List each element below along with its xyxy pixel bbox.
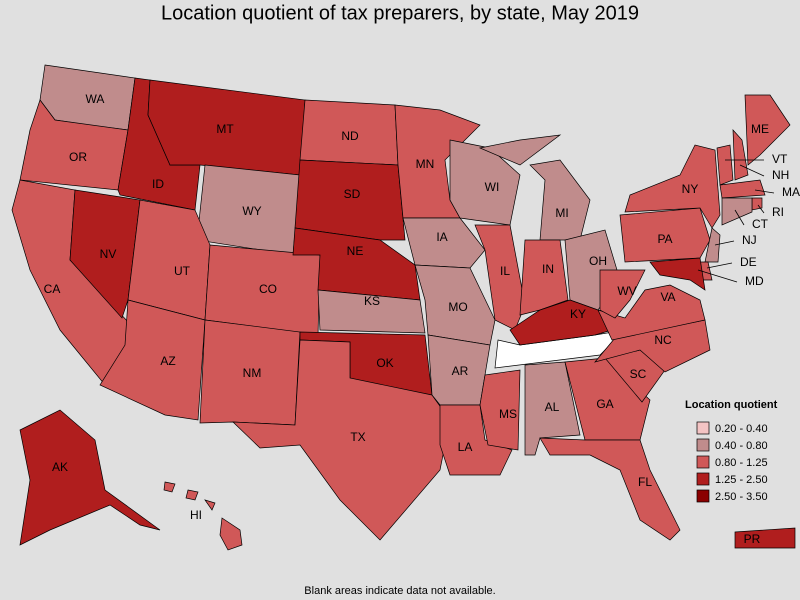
state-label: VA [660, 290, 675, 304]
state-label: OK [376, 356, 393, 370]
state-shape [597, 284, 706, 341]
state-shape [732, 129, 749, 181]
state-label: IA [436, 230, 447, 244]
footnote: Blank areas indicate data not available. [304, 585, 495, 597]
state-shape [185, 489, 199, 501]
state-label: CA [44, 282, 61, 296]
legend-label: 2.50 - 3.50 [715, 491, 768, 503]
map-title: Location quotient of tax preparers, by s… [161, 2, 639, 24]
leader-line [739, 164, 765, 177]
state-label: WI [485, 180, 500, 194]
state-label: SC [630, 367, 647, 381]
state-shape [744, 94, 791, 166]
state-shape [719, 179, 766, 199]
state-shape [539, 437, 681, 541]
state-label: NC [654, 333, 672, 347]
state-label: IN [542, 262, 554, 276]
state-shape [317, 289, 426, 334]
legend-swatch [696, 455, 710, 469]
legend-swatch [696, 472, 710, 486]
state-shape [163, 481, 176, 493]
state-label: MI [555, 206, 568, 220]
state-shape [127, 199, 211, 321]
state-shape [402, 217, 486, 269]
leader-line [714, 240, 735, 246]
state-label: AL [545, 400, 560, 414]
leader-line [697, 269, 738, 283]
state-label: WV [617, 284, 636, 298]
state-shape [721, 197, 753, 226]
state-label: FL [638, 475, 652, 489]
state-shape [219, 517, 243, 551]
state-label: IL [500, 264, 510, 278]
state-shape [479, 369, 521, 451]
state-label: AZ [160, 354, 175, 368]
state-label: NJ [742, 233, 757, 247]
state-label: OR [69, 150, 87, 164]
state-shape [204, 499, 216, 511]
state-label: MT [216, 122, 234, 136]
state-label: AK [52, 460, 68, 474]
state-label: PA [657, 232, 672, 246]
legend-swatch [696, 438, 710, 452]
state-label: HI [190, 508, 202, 522]
state-shape [716, 144, 734, 186]
state-label: NE [347, 244, 364, 258]
state-shape [734, 527, 796, 549]
state-shape [478, 134, 562, 166]
state-label: NV [100, 247, 117, 261]
state-shape [294, 159, 406, 241]
state-label: KY [570, 307, 586, 321]
state-shape [624, 144, 721, 229]
state-shape [529, 159, 591, 241]
state-label: SD [344, 187, 361, 201]
leader-line [734, 209, 745, 226]
state-label: AR [452, 364, 469, 378]
state-label: KS [364, 294, 380, 308]
state-label: ME [751, 122, 769, 136]
legend-label: 1.25 - 2.50 [715, 474, 768, 486]
state-label: GA [596, 397, 613, 411]
leader-line [757, 204, 765, 214]
state-shape [232, 339, 451, 541]
state-label: NM [243, 366, 262, 380]
state-label: NY [682, 182, 699, 196]
legend-label: 0.40 - 0.80 [715, 440, 768, 452]
state-shape [649, 257, 706, 291]
legend-label: 0.20 - 0.40 [715, 423, 768, 435]
state-shape [19, 409, 161, 546]
state-shape [599, 269, 646, 319]
state-shape [619, 207, 711, 263]
legend-label: 0.80 - 1.25 [715, 457, 768, 469]
state-label: MA [782, 185, 800, 199]
state-label: ND [341, 129, 359, 143]
legend-swatch [696, 421, 710, 435]
state-label: CO [259, 282, 277, 296]
state-label: OH [589, 254, 607, 268]
state-label: WA [86, 92, 105, 106]
state-label: DE [740, 255, 757, 269]
state-label: TX [350, 430, 365, 444]
state-label: NH [772, 168, 789, 182]
state-label: WY [242, 204, 261, 218]
state-shape [704, 227, 721, 263]
state-label: LA [458, 440, 473, 454]
state-label: UT [174, 264, 191, 278]
legend-title: Location quotient [685, 399, 778, 411]
legend-swatch [696, 489, 710, 503]
state-label: VT [772, 152, 788, 166]
leader-line [754, 189, 775, 194]
leader-line [706, 262, 733, 269]
state-label: CT [752, 217, 769, 231]
state-label: ID [152, 177, 164, 191]
state-label: MO [448, 300, 467, 314]
state-label: MS [499, 407, 517, 421]
state-label: RI [772, 205, 784, 219]
state-shape [69, 189, 141, 319]
state-label: MN [416, 157, 435, 171]
state-label: PR [744, 532, 761, 546]
state-label: MD [745, 274, 764, 288]
